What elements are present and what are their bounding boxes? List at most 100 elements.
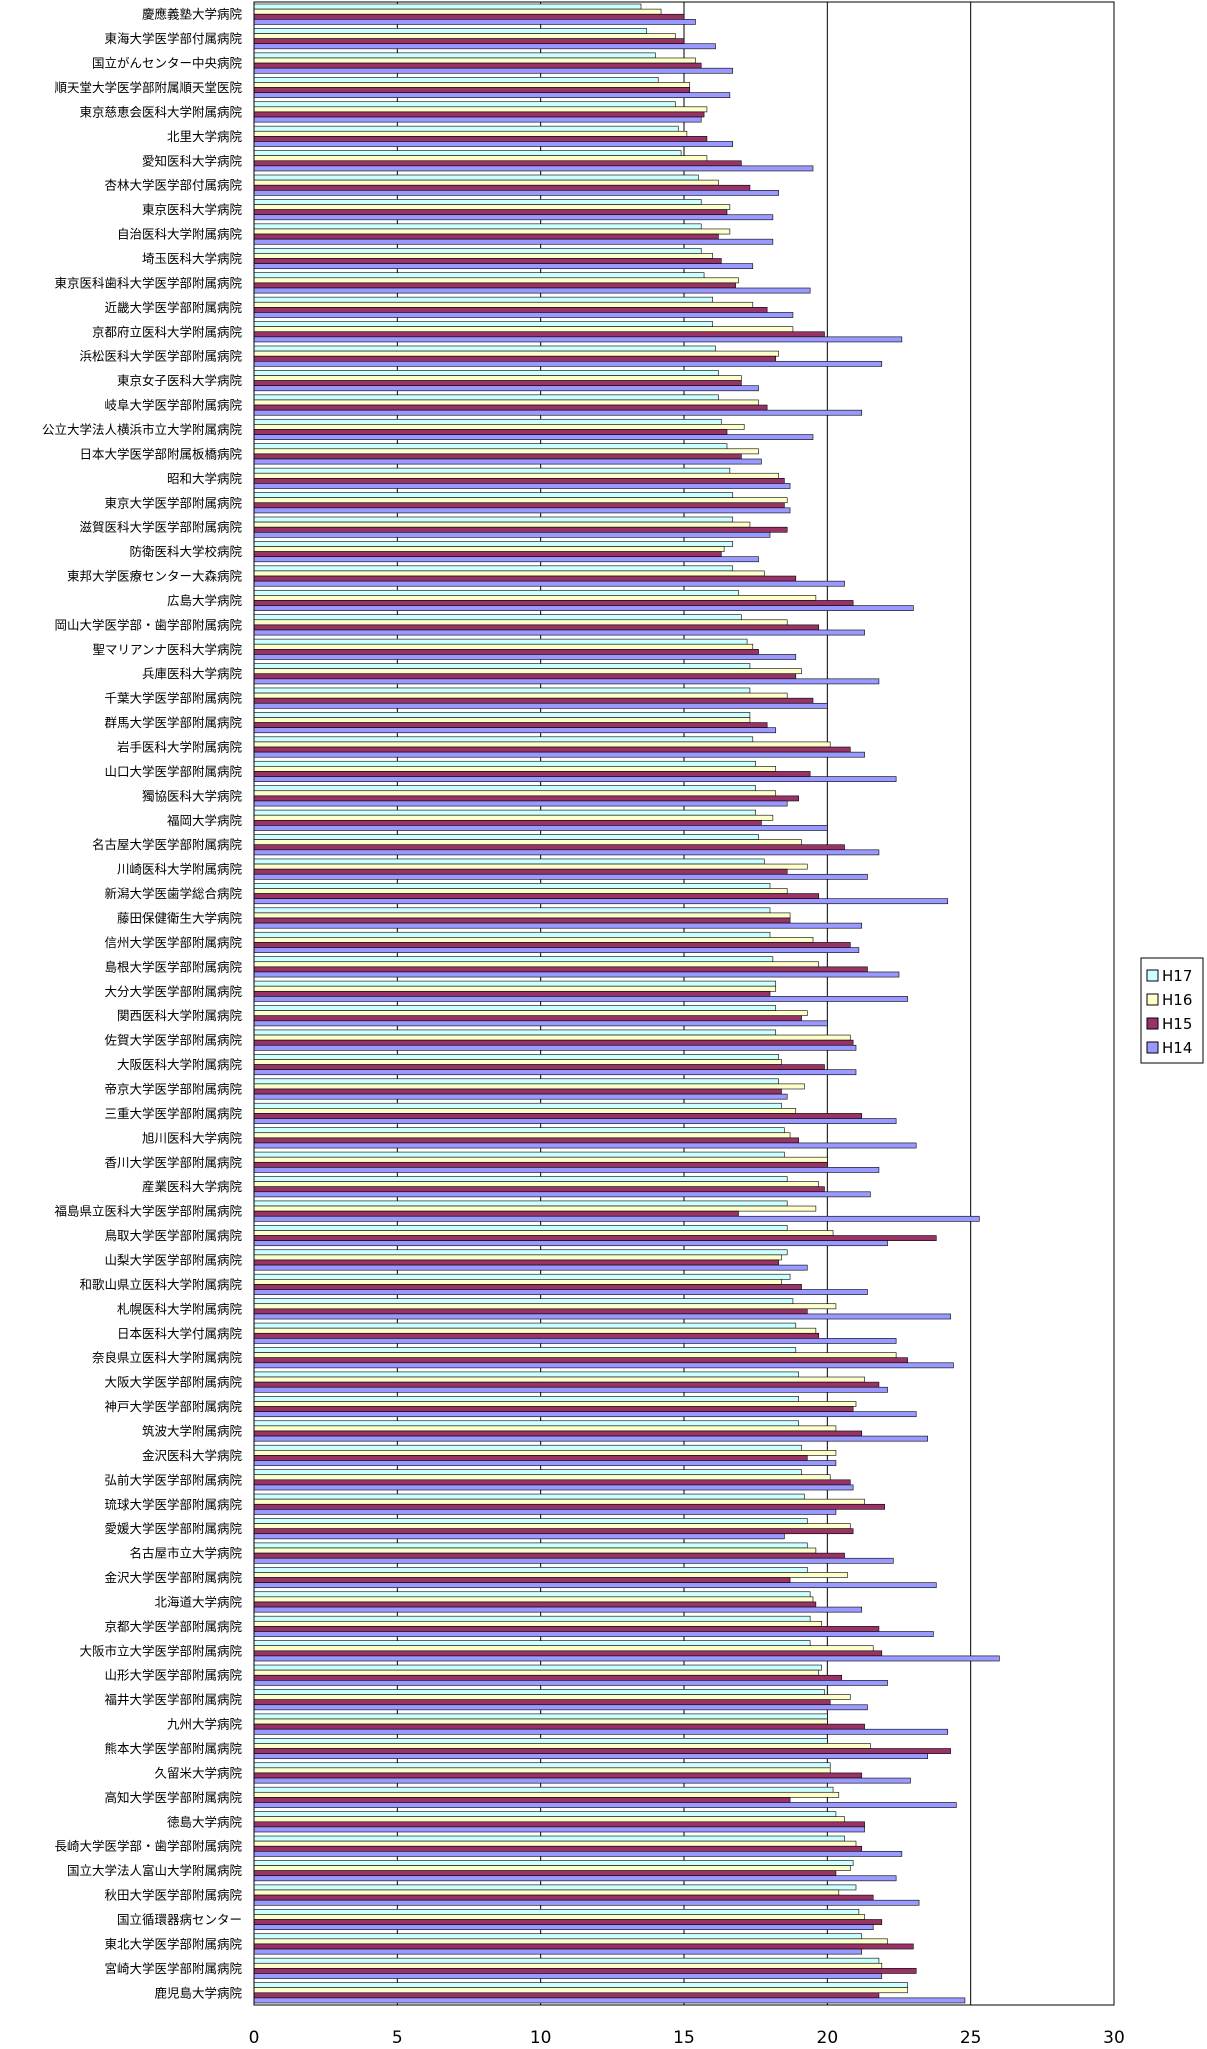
bar-h17 xyxy=(253,150,682,156)
bar-h15 xyxy=(253,771,811,777)
bar-h17 xyxy=(253,321,713,327)
x-axis-tick-labels: 0 5 10 15 20 25 30 xyxy=(249,2028,1125,2048)
bar-h14 xyxy=(253,605,914,611)
plot-area-frame xyxy=(253,1,1115,2006)
bar-h15 xyxy=(253,1772,863,1779)
legend-swatch-h17 xyxy=(1146,969,1159,982)
category-label: 岐阜大学医学部附属病院 xyxy=(104,398,242,413)
bar-h15 xyxy=(253,1943,914,1950)
bar-h16 xyxy=(253,179,719,186)
bar-h15 xyxy=(253,551,722,558)
bar-h17 xyxy=(253,736,754,743)
bar-h14 xyxy=(253,531,771,538)
bar-h17 xyxy=(253,1933,863,1940)
bar-h15 xyxy=(253,1821,865,1828)
x-tick-label: 15 xyxy=(673,2028,695,2048)
bar-h15 xyxy=(253,1015,802,1022)
bar-h15 xyxy=(253,233,719,240)
category-label: 大阪医科大学附属病院 xyxy=(117,1057,243,1072)
bar-h16 xyxy=(253,1572,848,1578)
bar-h15 xyxy=(253,258,722,264)
bar-h15 xyxy=(253,1723,865,1730)
bar-h17 xyxy=(253,1493,805,1500)
bar-h15 xyxy=(253,966,868,973)
category-label: 聖マリアンナ医科大学病院 xyxy=(92,642,242,657)
bar-h14 xyxy=(253,141,734,147)
bar-h15 xyxy=(253,1381,880,1388)
category-label: 大分大学医学部附属病院 xyxy=(104,984,242,999)
bar-h14 xyxy=(253,1973,883,1979)
category-label: 岡山大学医学部・歯学部附属病院 xyxy=(54,617,242,632)
category-label: 高知大学医学部附属病院 xyxy=(104,1790,242,1805)
category-label: 愛知医科大学病院 xyxy=(142,153,243,168)
bar-h16 xyxy=(253,57,696,64)
bar-h17 xyxy=(253,101,676,108)
bar-h15 xyxy=(253,87,691,93)
category-label: 九州大学病院 xyxy=(167,1717,243,1732)
bar-h16 xyxy=(253,863,808,870)
bar-h17 xyxy=(253,541,734,547)
bar-h17 xyxy=(253,614,742,621)
bar-h16 xyxy=(253,497,788,504)
bar-h16 xyxy=(253,888,788,894)
bar-h17 xyxy=(253,1225,788,1231)
bar-h17 xyxy=(253,3,642,10)
bar-h16 xyxy=(253,839,802,846)
category-label: 帝京大学医学部附属病院 xyxy=(104,1081,242,1096)
bar-h17 xyxy=(253,296,713,303)
bar-h17 xyxy=(253,1347,797,1353)
bar-h15 xyxy=(253,1699,831,1706)
bar-h14 xyxy=(253,776,897,782)
bar-h16 xyxy=(253,717,751,723)
category-label: 佐賀大学医学部附属病院 xyxy=(104,1033,242,1048)
bar-h17 xyxy=(253,1762,831,1769)
bar-h14 xyxy=(253,1582,937,1589)
bar-h15 xyxy=(253,136,708,142)
category-label: 東北大学医学部附属病院 xyxy=(104,1936,242,1951)
bar-h14 xyxy=(253,190,779,196)
bar-h16 xyxy=(253,350,779,357)
bar-h14 xyxy=(253,507,791,514)
bar-h15 xyxy=(253,502,785,509)
bar-h16 xyxy=(253,766,777,772)
category-label: 新潟大学医歯学総合病院 xyxy=(104,886,242,901)
bar-h16 xyxy=(253,1791,840,1798)
bar-h16 xyxy=(253,1669,820,1676)
bar-h17 xyxy=(253,1200,788,1207)
bar-h17 xyxy=(253,638,748,645)
category-label: 東京女子医科大学病院 xyxy=(117,373,243,388)
bar-h16 xyxy=(253,1962,883,1969)
bar-h17 xyxy=(253,1078,779,1085)
category-label: 慶應義塾大学病院 xyxy=(142,7,243,22)
bar-h17 xyxy=(253,956,774,963)
bar-h15 xyxy=(253,160,742,167)
bar-h14 xyxy=(253,1826,865,1833)
bar-h15 xyxy=(253,1332,820,1339)
category-label: 山梨大学医学部附属病院 xyxy=(104,1252,242,1267)
bar-h14 xyxy=(253,996,908,1002)
category-label: 大阪大学医学部附属病院 xyxy=(104,1375,242,1390)
bar-h16 xyxy=(253,1523,851,1529)
bar-h14 xyxy=(253,1020,828,1027)
category-label: 東京大学医学部附属病院 xyxy=(104,495,242,510)
bar-h15 xyxy=(253,1137,799,1144)
bar-h15 xyxy=(253,331,825,338)
category-label: 長崎大学医学部・歯学部附属病院 xyxy=(54,1839,242,1854)
bar-h15 xyxy=(253,722,768,728)
bar-h16 xyxy=(253,1181,820,1188)
bar-h17 xyxy=(253,1518,808,1524)
category-label: 国立がんセンター中央病院 xyxy=(92,56,243,71)
bar-h14 xyxy=(253,556,759,563)
category-label: 宮崎大学医学部附属病院 xyxy=(104,1961,242,1976)
bar-h14 xyxy=(253,483,791,489)
bar-h17 xyxy=(253,28,648,34)
bar-h17 xyxy=(253,931,771,938)
bar-h16 xyxy=(253,1694,851,1700)
bar-h17 xyxy=(253,858,765,865)
bar-h14 xyxy=(253,1753,928,1760)
bar-h15 xyxy=(253,1039,854,1046)
bar-h17 xyxy=(253,663,751,669)
bar-h15 xyxy=(253,1064,825,1070)
bar-h17 xyxy=(253,52,656,59)
bar-h15 xyxy=(253,355,777,362)
